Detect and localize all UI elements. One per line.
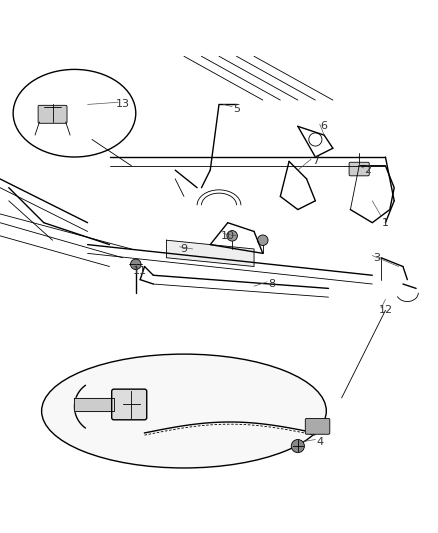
Ellipse shape	[42, 354, 326, 468]
Text: 11: 11	[133, 266, 147, 276]
Text: 5: 5	[233, 104, 240, 114]
FancyBboxPatch shape	[305, 418, 330, 434]
Polygon shape	[166, 240, 254, 266]
Text: 6: 6	[321, 122, 328, 131]
Text: 12: 12	[378, 305, 392, 316]
Text: 2: 2	[364, 165, 371, 175]
Text: 9: 9	[180, 244, 187, 254]
Polygon shape	[74, 398, 114, 411]
Circle shape	[131, 259, 141, 270]
Text: 13: 13	[116, 100, 130, 109]
Text: 10: 10	[221, 231, 235, 241]
FancyBboxPatch shape	[38, 106, 67, 123]
FancyBboxPatch shape	[349, 162, 369, 176]
Text: 3: 3	[373, 253, 380, 263]
Text: 8: 8	[268, 279, 275, 289]
Circle shape	[227, 231, 237, 241]
Text: 4: 4	[316, 437, 323, 447]
Circle shape	[258, 235, 268, 246]
Circle shape	[291, 440, 304, 453]
Text: 7: 7	[312, 156, 319, 166]
FancyBboxPatch shape	[112, 389, 147, 420]
Text: 1: 1	[382, 217, 389, 228]
